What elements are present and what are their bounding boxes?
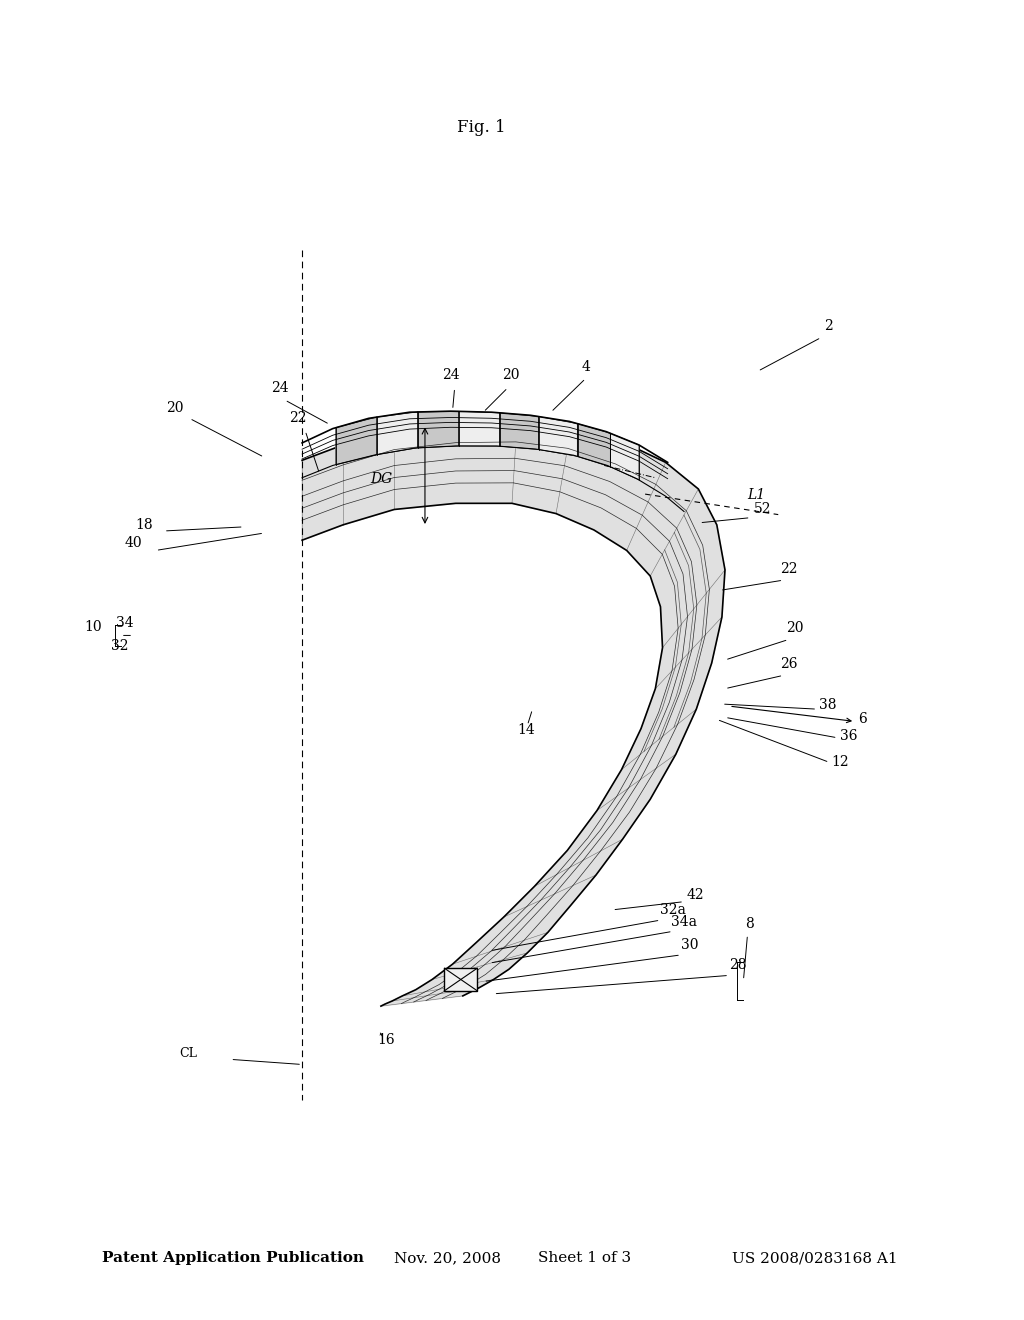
Text: 26: 26 <box>780 657 798 671</box>
Text: 34a: 34a <box>671 915 696 929</box>
Text: 2: 2 <box>824 319 834 333</box>
Text: US 2008/0283168 A1: US 2008/0283168 A1 <box>732 1251 898 1266</box>
Text: 38: 38 <box>819 698 837 713</box>
Text: Nov. 20, 2008: Nov. 20, 2008 <box>394 1251 501 1266</box>
Text: 52: 52 <box>754 502 771 516</box>
Bar <box>444 969 477 991</box>
Text: 28: 28 <box>729 958 746 973</box>
Text: 18: 18 <box>135 517 153 532</box>
Polygon shape <box>336 417 377 465</box>
Polygon shape <box>302 421 725 1006</box>
Text: 4: 4 <box>582 360 591 375</box>
Text: Sheet 1 of 3: Sheet 1 of 3 <box>538 1251 631 1266</box>
Text: 42: 42 <box>686 887 703 902</box>
Text: 16: 16 <box>377 1034 394 1047</box>
Text: 34: 34 <box>116 616 133 630</box>
Polygon shape <box>578 424 610 467</box>
Text: 14: 14 <box>517 723 535 737</box>
Text: 30: 30 <box>681 937 698 952</box>
Text: 22: 22 <box>780 562 798 576</box>
Text: 6: 6 <box>858 713 867 726</box>
Text: Fig. 1: Fig. 1 <box>457 119 506 136</box>
Polygon shape <box>418 412 459 447</box>
Polygon shape <box>459 412 500 446</box>
Text: DG: DG <box>370 471 392 486</box>
Polygon shape <box>610 433 639 480</box>
Text: 10: 10 <box>84 620 101 635</box>
Text: 24: 24 <box>271 380 289 395</box>
Text: 20: 20 <box>502 368 519 383</box>
Text: 40: 40 <box>125 536 142 550</box>
Text: 36: 36 <box>840 729 857 743</box>
Text: 24: 24 <box>442 368 460 383</box>
Text: 22: 22 <box>289 412 306 425</box>
Text: 8: 8 <box>745 917 755 932</box>
Text: 20: 20 <box>166 401 183 416</box>
Text: 20: 20 <box>786 622 804 635</box>
Text: 32: 32 <box>111 639 128 653</box>
Text: 32a: 32a <box>660 903 686 917</box>
Polygon shape <box>500 413 539 450</box>
Text: Patent Application Publication: Patent Application Publication <box>102 1251 365 1266</box>
Text: 12: 12 <box>831 755 849 770</box>
Polygon shape <box>539 417 578 457</box>
Polygon shape <box>377 412 418 454</box>
Text: L1: L1 <box>748 488 766 502</box>
Text: CL: CL <box>179 1047 197 1060</box>
